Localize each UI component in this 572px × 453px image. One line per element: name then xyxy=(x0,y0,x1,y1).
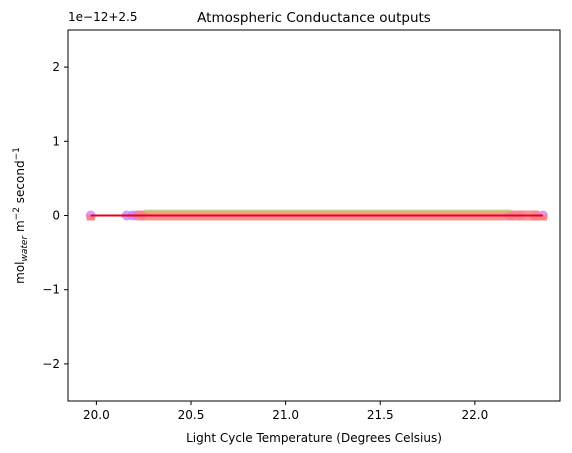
x-tick-label: 21.5 xyxy=(367,408,394,422)
plot-marks xyxy=(85,209,548,221)
y-tick-label: 1 xyxy=(52,134,60,148)
y-label-subscript: water xyxy=(20,235,30,262)
x-tick-label: 20.5 xyxy=(178,408,205,422)
data-point-square xyxy=(538,214,547,221)
y-tick-label: −2 xyxy=(42,357,60,371)
x-tick-label: 20.0 xyxy=(83,408,110,422)
x-tick-label: 22.0 xyxy=(461,408,488,422)
y-offset-text: 1e−12+2.5 xyxy=(68,10,137,24)
y-tick-label: 2 xyxy=(52,60,60,74)
y-axis-label: molwater m−2 second−1 xyxy=(12,147,30,284)
data-point-square xyxy=(86,214,95,221)
y-label-base: mol xyxy=(13,262,27,284)
overlapping-points-band-edge xyxy=(144,209,512,213)
plot-frame xyxy=(67,29,561,402)
y-label-exp2: −1 xyxy=(12,147,22,160)
data-point-square xyxy=(531,214,540,221)
y-label-unit2: second xyxy=(13,160,27,203)
chart-title: Atmospheric Conductance outputs xyxy=(197,10,431,26)
y-tick-label: −1 xyxy=(42,283,60,297)
x-tick-label: 21.0 xyxy=(272,408,299,422)
y-tick-label: 0 xyxy=(52,209,60,223)
y-label-exp1: −2 xyxy=(12,207,22,220)
y-label-unit1: m xyxy=(13,220,27,232)
x-axis-label: Light Cycle Temperature (Degrees Celsius… xyxy=(186,431,442,445)
axis-ticks: 20.0 20.5 21.0 21.5 22.0 −2 −1 0 1 2 xyxy=(42,60,488,422)
